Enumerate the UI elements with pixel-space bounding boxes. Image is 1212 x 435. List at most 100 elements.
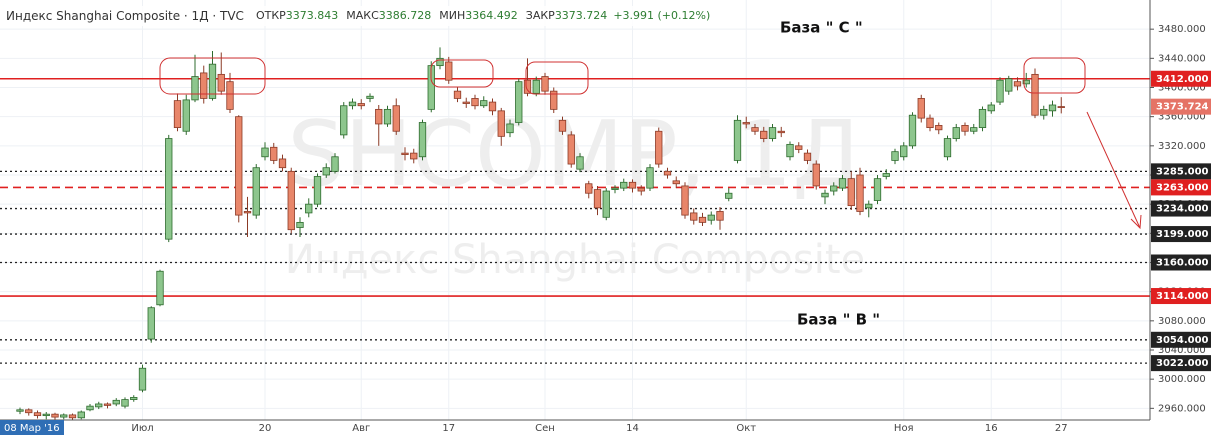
cursor-date-label: 08 Мар '16: [4, 423, 60, 434]
candle-body: [821, 192, 829, 198]
candle-body: [305, 203, 313, 214]
candle-body: [926, 117, 934, 129]
candle-body: [751, 127, 759, 132]
y-tick-label: 3080.000: [1158, 316, 1206, 327]
candle-body: [733, 119, 742, 161]
candle-body: [795, 145, 803, 150]
candle-body: [532, 79, 540, 94]
level-label-box: [1151, 179, 1211, 196]
level-label-box: [1151, 200, 1211, 217]
header-text: Индекс Shanghai Composite · 1Д · TVC ОТКР…: [6, 9, 710, 23]
candle-body: [25, 409, 33, 414]
candle-body: [497, 110, 505, 137]
level-label: 3022.000: [1156, 358, 1209, 369]
candle-body: [550, 90, 558, 110]
ohlc-value: 3386.728: [379, 9, 432, 22]
candle-body: [68, 414, 77, 419]
candle-body: [812, 163, 820, 187]
candle-body: [173, 100, 182, 129]
candle-body: [672, 180, 680, 185]
candle-body: [357, 103, 365, 107]
candle-body: [331, 156, 339, 172]
candle-body: [366, 95, 374, 99]
candle-body: [681, 185, 689, 216]
candle-body: [278, 158, 287, 169]
x-tick-label: Окт: [736, 423, 756, 434]
candle-body: [882, 173, 890, 177]
candle-body: [646, 167, 654, 189]
candle-body: [970, 127, 978, 132]
watermark: SHCOMP, 1Д: [287, 102, 862, 207]
candle-body: [996, 79, 1004, 103]
y-tick-label: 3400.000: [1158, 83, 1206, 94]
candle-body: [16, 409, 24, 412]
candle-body: [471, 98, 479, 107]
x-tick-label: 27: [1055, 423, 1068, 434]
x-tick-label: 14: [626, 423, 639, 434]
ohlc-label: МАКС: [346, 9, 379, 22]
highlight-box: [430, 59, 494, 88]
candle-body: [33, 412, 42, 417]
candle-body: [296, 221, 304, 228]
ohlc-label: ЗАКР: [526, 9, 555, 22]
candle-body: [856, 174, 864, 212]
candle-body: [138, 367, 147, 391]
x-tick-label: 16: [985, 423, 998, 434]
candle-body: [908, 114, 917, 147]
annotation: База " B ": [797, 311, 880, 329]
ohlc-value: 3364.492: [465, 9, 518, 22]
candle-body: [147, 307, 155, 340]
last-price-label: 3373.724: [1156, 102, 1209, 113]
change-label: +3.991 (+0.12%): [613, 9, 710, 22]
candle-body: [261, 147, 269, 158]
candle-body: [462, 101, 470, 104]
candle-body: [777, 130, 785, 134]
level-label-box: [1151, 355, 1211, 372]
candle-body: [235, 116, 243, 216]
candle-body: [620, 181, 628, 189]
candle-body: [42, 413, 50, 417]
x-tick-label: 20: [259, 423, 272, 434]
level-label: 3234.000: [1156, 204, 1209, 215]
candle-body: [873, 178, 882, 201]
candle-body: [208, 63, 217, 99]
level-label: 3114.000: [1156, 291, 1209, 302]
x-tick-label: Июл: [131, 423, 153, 434]
level-label-box: [1151, 254, 1211, 271]
candle-body: [200, 72, 208, 99]
candle-body: [226, 81, 234, 110]
candle-body: [567, 134, 575, 165]
candle-body: [252, 167, 260, 216]
candle-body: [593, 189, 602, 209]
level-label: 3412.000: [1156, 74, 1209, 85]
candle-body: [410, 152, 418, 160]
y-tick-label: 3000.000: [1158, 374, 1206, 385]
y-tick-label: 2960.000: [1158, 403, 1206, 414]
candle-body: [313, 176, 322, 205]
level-label-box: [1151, 163, 1211, 180]
header-bg: [0, 6, 645, 26]
arrow: [1086, 111, 1141, 229]
candle-body: [322, 167, 330, 176]
candle-body: [1031, 73, 1039, 116]
candle-body: [725, 192, 733, 199]
candle-body: [523, 79, 532, 94]
candle-body: [340, 105, 348, 136]
grid: [0, 0, 1150, 420]
candle-body: [637, 187, 645, 192]
candle-body: [1048, 104, 1057, 112]
candle-body: [891, 151, 899, 161]
arrow-head: [1130, 214, 1142, 230]
cursor-date: 08 Мар '16: [0, 420, 64, 435]
candle-body: [541, 76, 549, 92]
candle-body: [103, 403, 112, 406]
candle-body: [935, 125, 943, 131]
level-label-box: [1151, 288, 1211, 305]
level-label-box: [1151, 331, 1211, 348]
candle-body: [95, 403, 103, 408]
candle-body: [838, 178, 847, 189]
level-label: 3199.000: [1156, 229, 1209, 240]
candle-body: [803, 152, 812, 161]
level-label: 3263.000: [1156, 182, 1209, 193]
candle-body: [865, 203, 873, 209]
